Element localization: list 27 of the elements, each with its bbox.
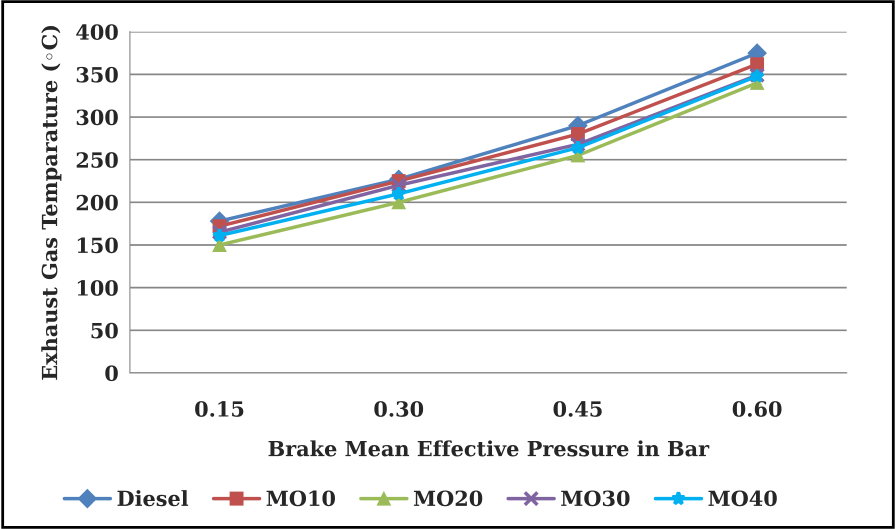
point [570, 140, 586, 155]
x-tick-label: 0.60 [732, 401, 782, 417]
point [212, 224, 228, 240]
y-tick-label: 0 [105, 365, 118, 382]
y-tick-label: 250 [76, 152, 118, 168]
point [391, 186, 406, 201]
y-tick-label: 400 [76, 24, 118, 40]
x-tick-label: 0.30 [374, 401, 424, 417]
legend-label: MO30 [561, 490, 630, 506]
legend-label: MO40 [708, 490, 777, 506]
y-tick-label: 100 [78, 280, 118, 296]
point [570, 136, 586, 152]
point [212, 228, 228, 242]
legend-label: MO20 [414, 490, 482, 506]
y-tick-label: 150 [78, 237, 118, 254]
y-tick-label: 50 [92, 322, 118, 339]
point [390, 177, 407, 194]
y-axis-title: Exhaust Gas Temparature (◦C) [41, 26, 62, 380]
x-axis-title: Brake Mean Effective Pressure in Bar [268, 440, 710, 456]
legend-label: MO10 [266, 490, 335, 506]
legend-label: Diesel [118, 490, 188, 506]
y-tick-label: 300 [76, 109, 118, 126]
y-tick-label: 200 [76, 194, 118, 211]
x-tick-label: 0.15 [195, 401, 244, 417]
point [212, 238, 226, 252]
y-tick-label: 350 [76, 66, 118, 83]
x-tick-label: 0.45 [554, 401, 602, 417]
